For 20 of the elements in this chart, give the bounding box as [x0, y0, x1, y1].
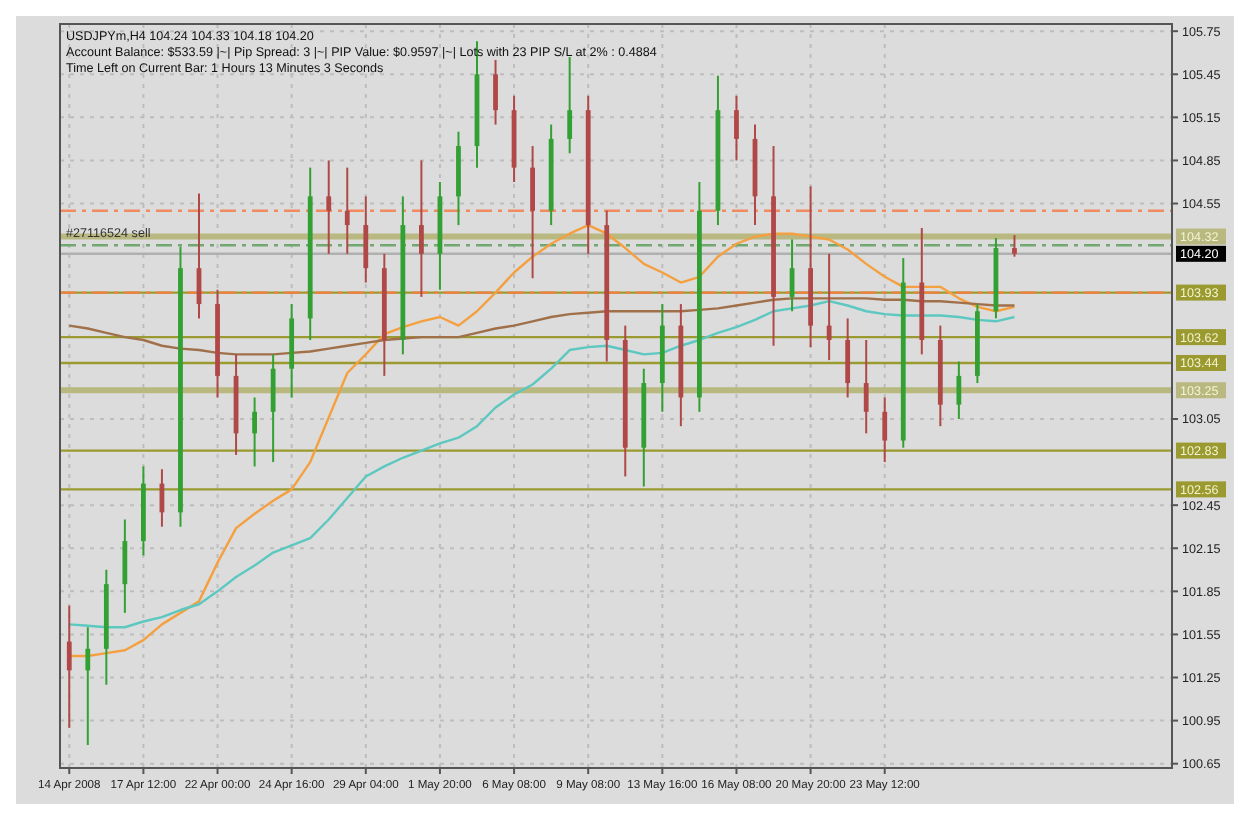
candlestick	[567, 56, 573, 155]
candlestick	[326, 159, 332, 255]
candlestick	[419, 159, 424, 298]
candlestick	[734, 94, 739, 162]
candlestick	[363, 195, 369, 284]
candlestick	[270, 353, 276, 464]
candlestick	[956, 360, 962, 420]
candlestick	[252, 396, 257, 468]
line-series	[68, 300, 1016, 629]
candlestick	[122, 518, 128, 614]
candlestick	[493, 58, 498, 126]
candlestick	[66, 604, 72, 729]
candlestick	[882, 396, 888, 464]
candlestick	[344, 166, 350, 255]
candlestick	[845, 317, 851, 399]
candlestick	[530, 145, 535, 280]
candlestick	[863, 338, 869, 435]
candlestick	[85, 626, 91, 747]
candlestick	[1012, 234, 1017, 258]
candlestick	[826, 252, 832, 362]
